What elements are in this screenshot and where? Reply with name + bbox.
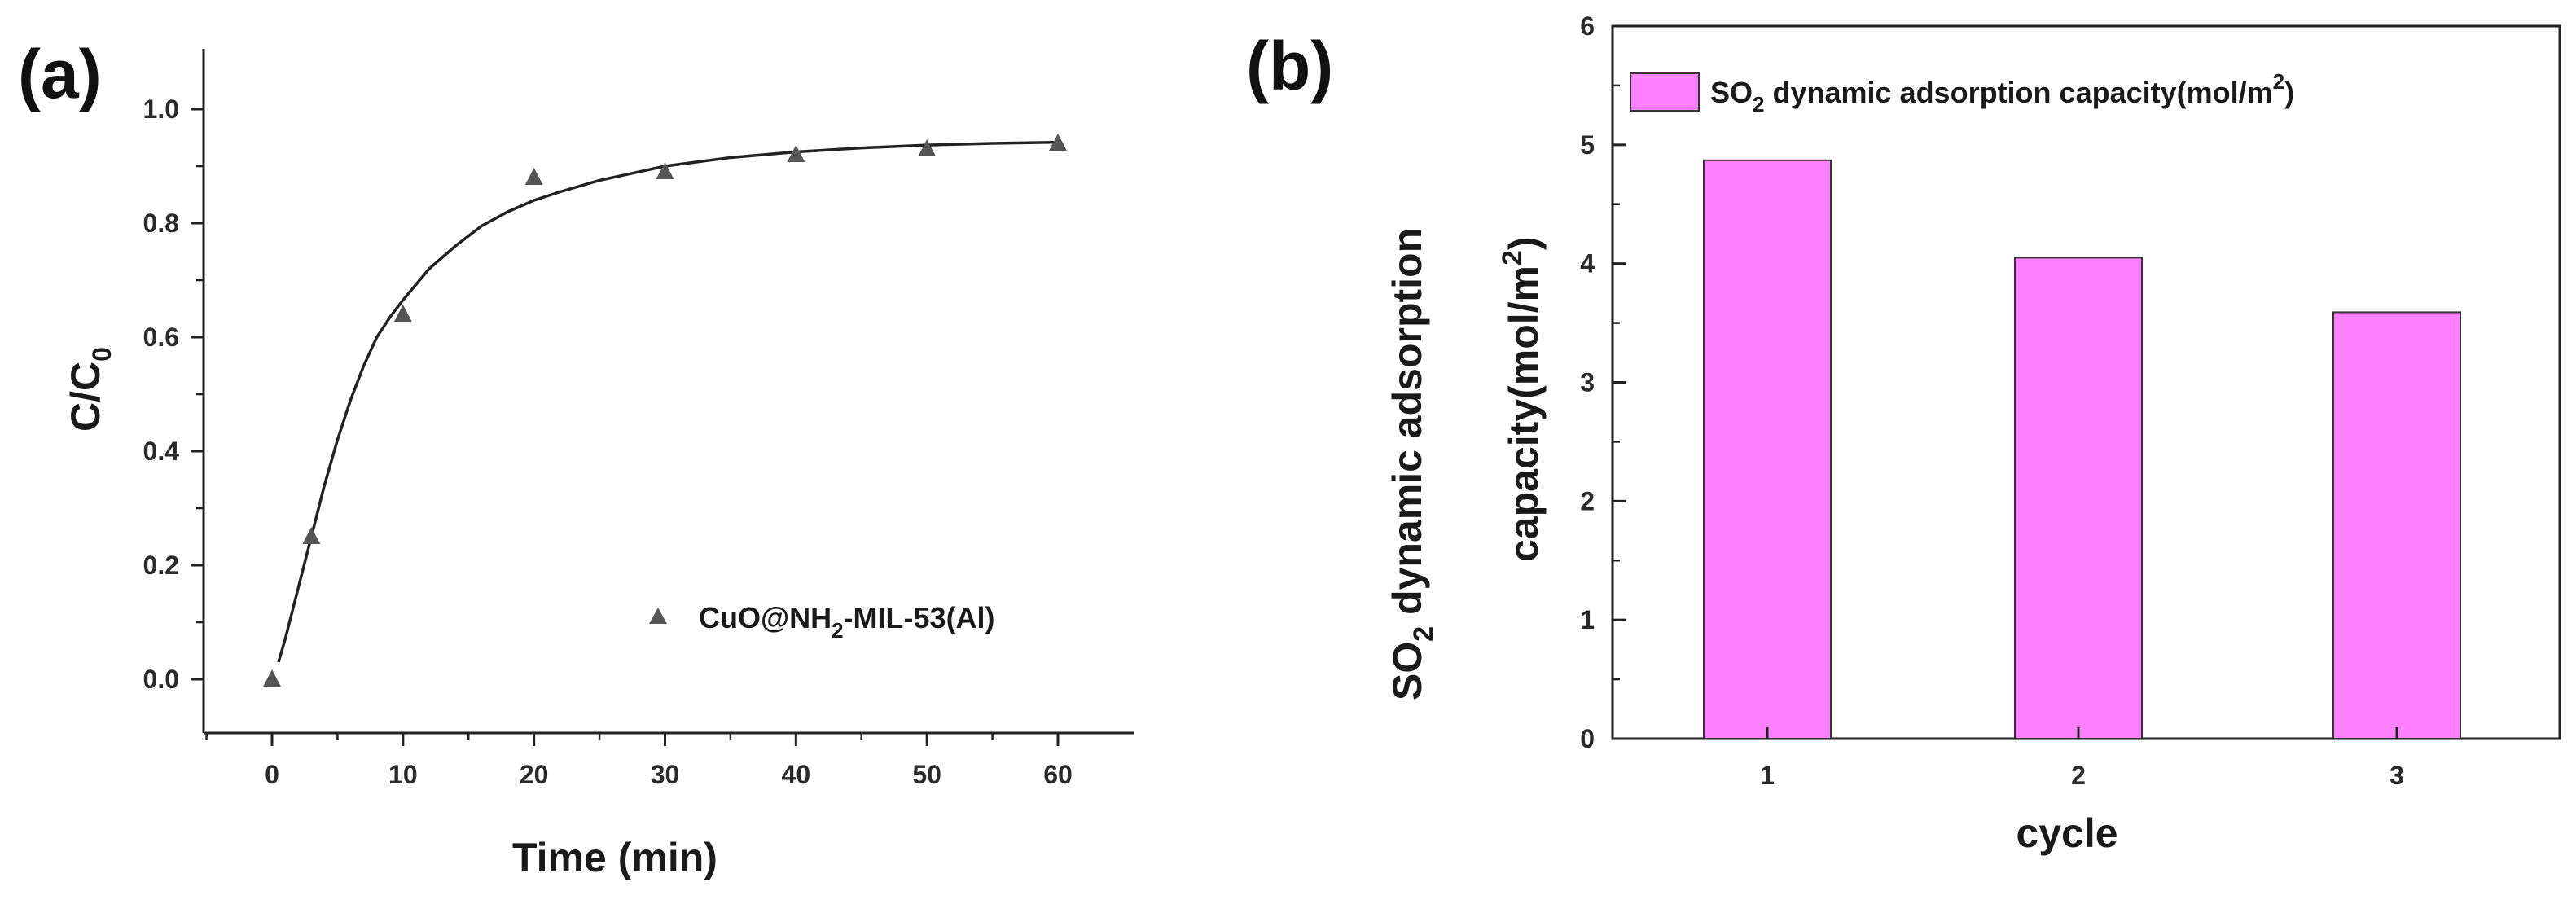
b-legend: SO2 dynamic adsorption capacity(mol/m2) bbox=[1630, 69, 2294, 116]
a-data-point bbox=[1049, 134, 1067, 151]
b-x-tick-label: 2 bbox=[2071, 761, 2086, 790]
panel-a-label: (a) bbox=[18, 36, 102, 112]
a-data-point bbox=[656, 162, 674, 179]
b-bar bbox=[1703, 159, 1832, 739]
a-x-tick-label: 30 bbox=[651, 760, 680, 789]
b-y-tick-label: 4 bbox=[1580, 249, 1595, 279]
a-fit-curve bbox=[277, 140, 1059, 663]
a-y-tick-label: 0.8 bbox=[143, 208, 179, 238]
a-x-axis-label: Time (min) bbox=[512, 835, 718, 880]
b-legend-swatch bbox=[1630, 72, 1700, 112]
a-y-ticks: 0.0 0.2 0.4 0.6 0.8 1.0 bbox=[143, 94, 204, 694]
b-bars bbox=[1703, 159, 2461, 740]
a-data-point bbox=[263, 669, 281, 687]
a-y-tick-label: 0.6 bbox=[143, 323, 179, 352]
b-x-ticks: 1 2 3 bbox=[1760, 727, 2404, 790]
a-data-point bbox=[918, 139, 937, 156]
b-y-tick-label: 1 bbox=[1580, 605, 1595, 634]
a-y-axis-label: C/C0 bbox=[63, 347, 116, 432]
b-x-tick-label: 1 bbox=[1760, 761, 1775, 790]
b-bar bbox=[2332, 311, 2461, 740]
b-y-axis-label-line1: SO2 dynamic adsorption bbox=[1385, 228, 1439, 700]
a-legend-marker bbox=[649, 608, 667, 624]
a-x-tick-label: 0 bbox=[265, 760, 279, 789]
a-y-tick-label: 0.0 bbox=[143, 665, 179, 694]
a-data-point bbox=[787, 145, 805, 162]
a-data-point bbox=[393, 305, 412, 322]
b-x-axis-label: cycle bbox=[2016, 810, 2117, 856]
a-data-point bbox=[302, 527, 321, 544]
a-data-point bbox=[524, 168, 543, 185]
b-y-tick-label: 6 bbox=[1580, 11, 1595, 41]
a-x-tick-label: 50 bbox=[912, 760, 941, 789]
a-x-ticks: 0 10 20 30 40 50 60 bbox=[205, 733, 1073, 789]
a-legend: CuO@NH2-MIL-53(Al) bbox=[649, 601, 995, 643]
b-y-tick-label: 3 bbox=[1580, 368, 1595, 397]
panel-a: (a) 0 10 20 30 40 50 60 0.0 0.2 0.4 0.6 0.8 1.0 C/C… bbox=[18, 36, 1134, 880]
b-bar bbox=[2014, 257, 2143, 739]
a-x-tick-label: 40 bbox=[782, 760, 811, 789]
b-x-tick-label: 3 bbox=[2389, 761, 2404, 790]
panel-b-label: (b) bbox=[1246, 28, 1333, 104]
a-y-tick-label: 1.0 bbox=[143, 94, 179, 124]
a-y-tick-label: 0.2 bbox=[143, 551, 179, 580]
a-y-tick-label: 0.4 bbox=[143, 437, 180, 466]
b-y-tick-label: 2 bbox=[1580, 486, 1595, 516]
b-y-ticks: 0 1 2 3 4 5 6 bbox=[1580, 11, 1626, 753]
a-x-tick-label: 60 bbox=[1043, 760, 1073, 789]
b-y-axis-label-line2: capacity(mol/m2) bbox=[1497, 236, 1547, 562]
a-x-tick-label: 20 bbox=[520, 760, 549, 789]
b-y-tick-label: 5 bbox=[1580, 130, 1595, 160]
b-legend-label: SO2 dynamic adsorption capacity(mol/m2) bbox=[1710, 69, 2294, 116]
b-y-tick-label: 0 bbox=[1580, 724, 1595, 753]
a-x-tick-label: 10 bbox=[388, 760, 418, 789]
panel-b: (b) 0 1 2 3 4 5 6 1 2 3 SO2 dynamic adsorption c… bbox=[1246, 11, 2561, 856]
a-legend-label: CuO@NH2-MIL-53(Al) bbox=[699, 601, 995, 643]
a-data-points bbox=[263, 134, 1067, 687]
